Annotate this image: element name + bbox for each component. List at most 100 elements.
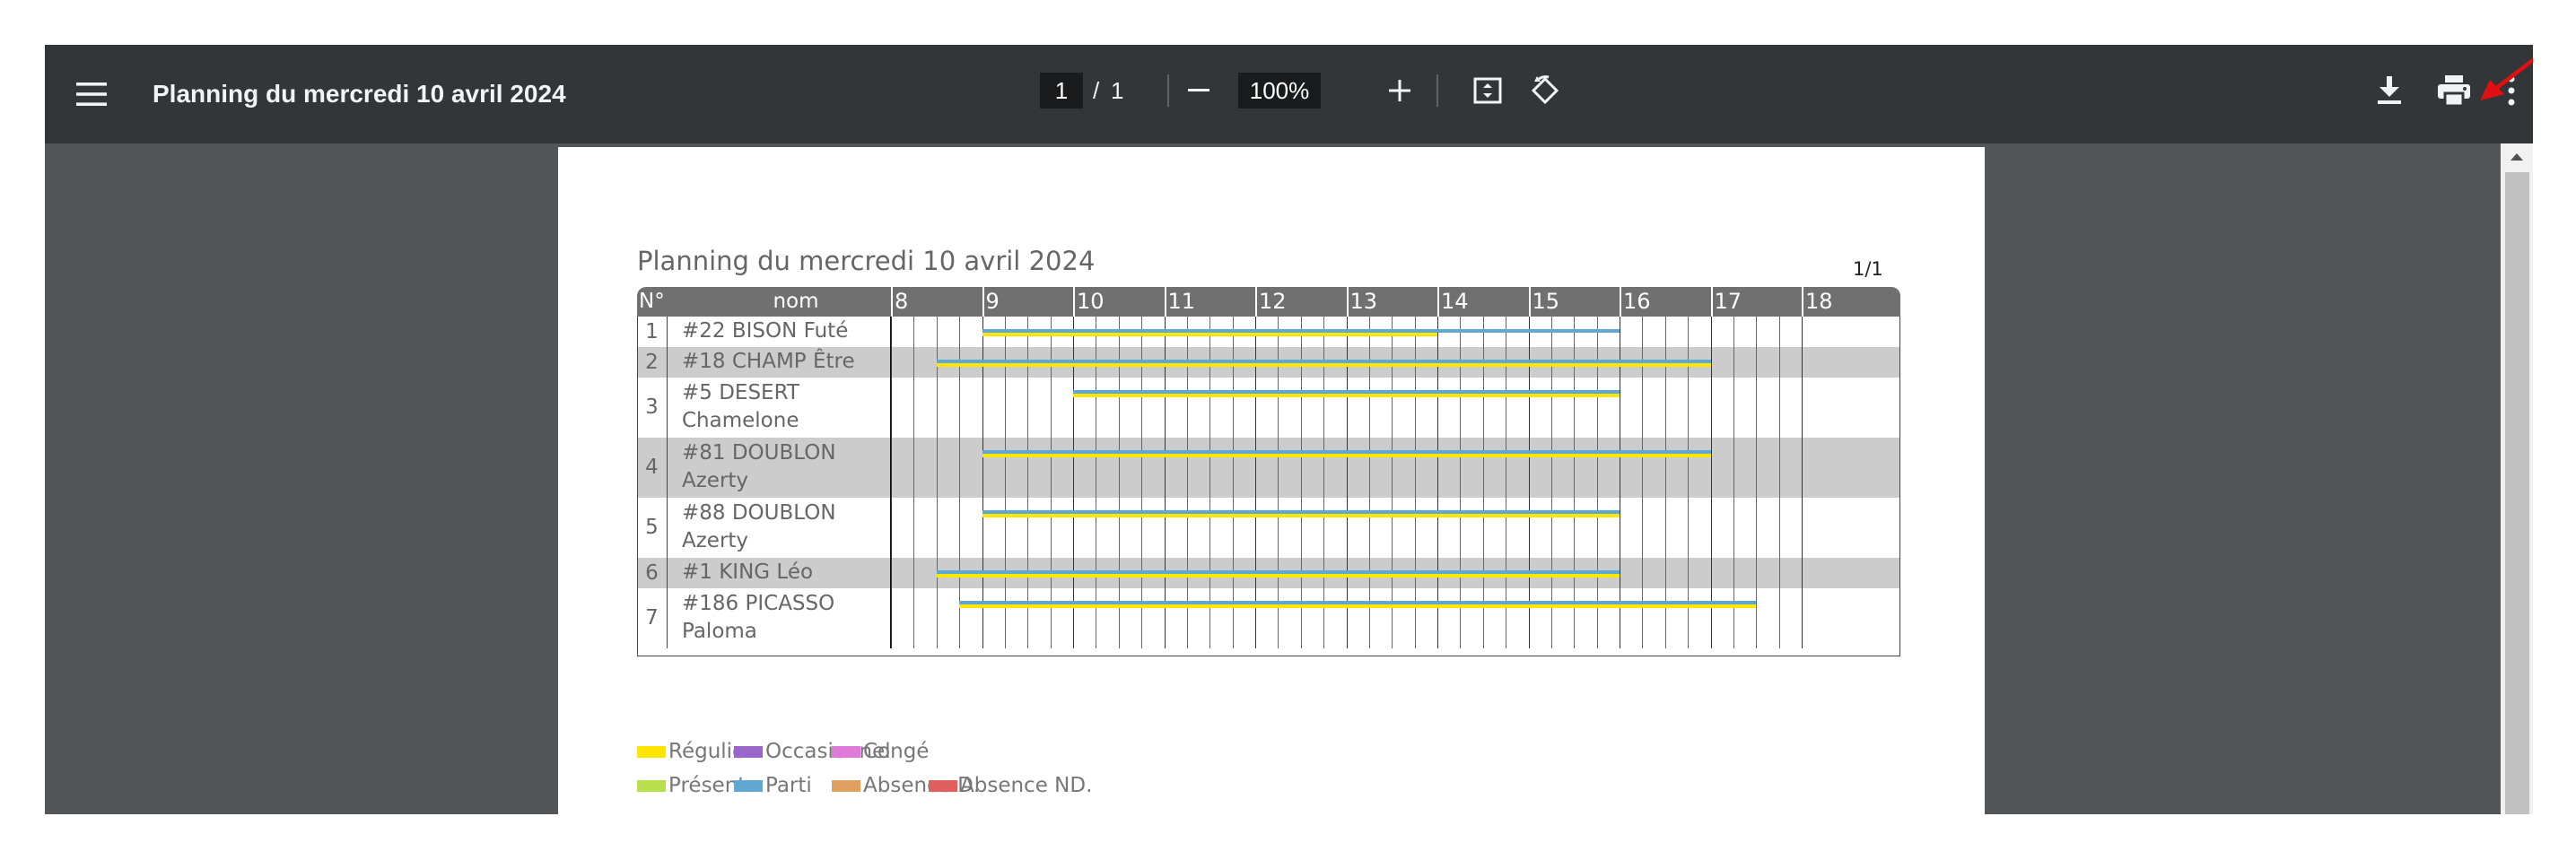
quarter-gridline: [913, 317, 915, 648]
zoom-in-icon: [1389, 80, 1410, 101]
row-name-line: #186 PICASSO: [682, 592, 835, 615]
row-name: #1 KING Léo: [682, 559, 813, 586]
hour-header-separator: [891, 287, 893, 317]
hour-gridline: [1164, 317, 1166, 648]
hour-gridline: [891, 317, 892, 648]
header-hours-band: [890, 287, 1900, 317]
row-name: #18 CHAMP Être: [682, 348, 855, 376]
menu-button[interactable]: [70, 76, 113, 112]
legend-swatch: [929, 779, 957, 792]
quarter-gridline: [959, 317, 961, 648]
download-button[interactable]: [2371, 73, 2407, 109]
print-button[interactable]: [2434, 73, 2474, 109]
rotate-button[interactable]: [1526, 73, 1564, 109]
legend-swatch: [637, 745, 666, 758]
row-name-line: #1 KING Léo: [682, 560, 814, 584]
quarter-gridline: [1050, 317, 1052, 648]
hour-header-separator: [1437, 287, 1439, 317]
quarter-gridline: [1392, 317, 1393, 648]
quarter-gridline: [1778, 317, 1780, 648]
menu-icon: [76, 83, 107, 106]
legend-item: Congé: [832, 740, 929, 763]
legend-swatch: [832, 745, 860, 758]
row-name: #5 DESERT Chamelone: [682, 379, 799, 435]
row-number: 5: [645, 516, 659, 539]
legend-label: Occasionnel: [765, 740, 891, 763]
row-name-line: #18 CHAMP Être: [682, 350, 855, 373]
toolbar-divider: [1167, 74, 1169, 107]
legend-label: Congé: [863, 740, 930, 763]
row-number: 4: [645, 456, 659, 479]
row-name-line: Paloma: [682, 620, 757, 643]
quarter-gridline: [1574, 317, 1576, 648]
quarter-gridline: [1733, 317, 1734, 648]
quarter-gridline: [1756, 317, 1758, 648]
red-arrow-annotation: [2480, 57, 2533, 100]
quarter-gridline: [1027, 317, 1029, 648]
legend-item: Parti: [734, 774, 812, 797]
download-icon: [2378, 76, 2401, 104]
legend-item: Absence ND.: [929, 774, 1092, 797]
zoom-out-icon: [1188, 89, 1209, 91]
zoom-out-button[interactable]: [1181, 73, 1217, 109]
quarter-gridline: [1414, 317, 1416, 648]
page-number-input[interactable]: [1040, 73, 1083, 109]
hour-label: 15: [1532, 289, 1560, 314]
time-segment: [936, 363, 1711, 367]
hour-gridline: [1802, 317, 1803, 648]
num-column-divider: [667, 317, 668, 648]
table-row: [637, 438, 1900, 498]
hour-header-separator: [1255, 287, 1257, 317]
zoom-level-input[interactable]: [1238, 73, 1321, 109]
quarter-gridline: [1323, 317, 1325, 648]
quarter-gridline: [1596, 317, 1598, 648]
quarter-gridline: [1232, 317, 1234, 648]
table-row: [637, 588, 1900, 648]
quarter-gridline: [1186, 317, 1188, 648]
quarter-gridline: [1141, 317, 1143, 648]
fit-page-button[interactable]: [1470, 73, 1506, 109]
table-border: [637, 317, 1900, 656]
scroll-thumb[interactable]: [2505, 172, 2529, 814]
pdf-viewer: Planning du mercredi 10 avril 2024 / 1: [45, 45, 2533, 814]
legend-label: Parti: [765, 774, 812, 797]
legend-item: Absence D.: [832, 774, 980, 797]
hour-label: 9: [985, 289, 1000, 314]
row-name-line: Azerty: [682, 469, 749, 492]
row-number: 1: [645, 320, 659, 343]
page-total: 1: [1111, 77, 1124, 104]
quarter-gridline: [1688, 317, 1690, 648]
hour-label: 18: [1805, 289, 1833, 314]
toolbar-divider: [1436, 74, 1438, 107]
hour-header-separator: [1164, 287, 1166, 317]
legend-label: Absence ND.: [960, 774, 1093, 797]
hour-label: 10: [1077, 289, 1105, 314]
hour-label: 17: [1714, 289, 1742, 314]
row-number: 3: [645, 395, 659, 419]
hour-gridline: [982, 317, 983, 648]
legend-item: Présent: [637, 774, 746, 797]
hour-label: 12: [1259, 289, 1287, 314]
scroll-up-button[interactable]: [2501, 143, 2533, 170]
hour-gridline: [1437, 317, 1438, 648]
legend-swatch: [832, 779, 860, 792]
time-segment: [982, 514, 1620, 517]
time-segment: [959, 601, 1757, 604]
hour-header-separator: [982, 287, 984, 317]
row-number: 7: [645, 606, 659, 630]
rotate-icon: [1531, 75, 1559, 105]
time-segment: [1073, 390, 1620, 394]
quarter-gridline: [1460, 317, 1462, 648]
hour-gridline: [1528, 317, 1530, 648]
hour-header-separator: [1710, 287, 1713, 317]
print-icon: [2438, 75, 2470, 106]
time-segment: [982, 329, 1620, 333]
header-cell-name: nom: [670, 287, 921, 317]
legend-swatch: [734, 779, 763, 792]
hour-label: 16: [1623, 289, 1651, 314]
zoom-in-button[interactable]: [1382, 73, 1418, 109]
vertical-scrollbar[interactable]: [2501, 143, 2533, 814]
hour-header-separator: [1346, 287, 1349, 317]
time-segment: [959, 604, 1757, 608]
pdf-page: Planning du mercredi 10 avril 2024 1/1 N…: [558, 147, 1985, 814]
